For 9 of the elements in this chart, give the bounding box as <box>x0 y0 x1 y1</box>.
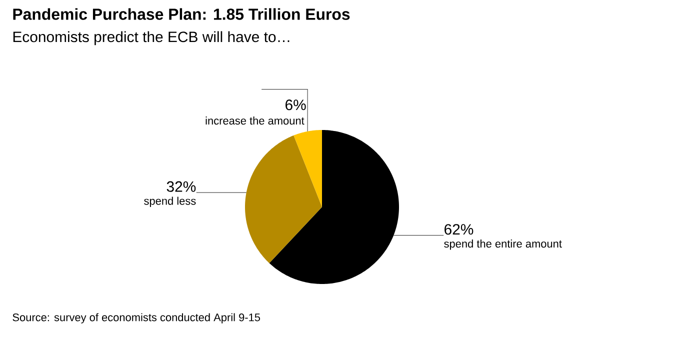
slice-label: increase the amount <box>206 116 304 125</box>
data-label: 6% <box>286 100 306 110</box>
data-label: 32% <box>166 181 196 192</box>
chart-title: Pandemic Purchase Plan: 1.85 Trillion Euros <box>13 8 350 20</box>
data-label: 62% <box>444 224 474 235</box>
source-note: Source: survey of economists conducted April 9-15 <box>12 313 260 324</box>
chart-subtitle: Economists predict the ECB will have to… <box>13 31 290 46</box>
slice-label: spend less <box>144 196 196 207</box>
slice-label: spend the entire amount <box>444 240 562 250</box>
